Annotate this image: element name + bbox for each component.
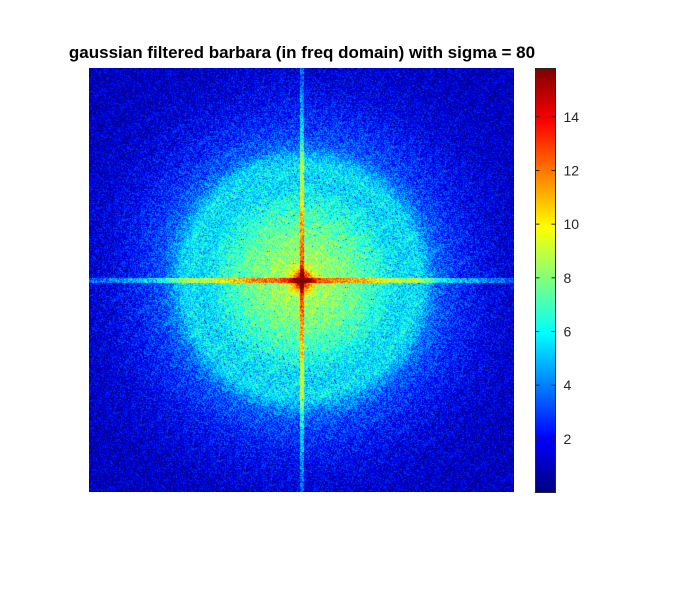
colorbar-tick-label: 8 [564, 270, 572, 286]
chart-title: gaussian filtered barbara (in freq domai… [69, 43, 535, 62]
heatmap-image [89, 68, 514, 492]
colorbar-tick-label: 12 [564, 162, 580, 178]
colorbar-tick-label: 2 [564, 431, 572, 447]
colorbar-frame [535, 68, 556, 493]
colorbar-tick-label: 14 [564, 109, 580, 125]
colorbar-tick-label: 4 [564, 377, 572, 393]
colorbar-tick-label: 10 [564, 216, 580, 232]
colorbar-tick-label: 6 [564, 323, 572, 339]
colorbar: 2 4 6 8 10 12 14 [535, 68, 579, 493]
